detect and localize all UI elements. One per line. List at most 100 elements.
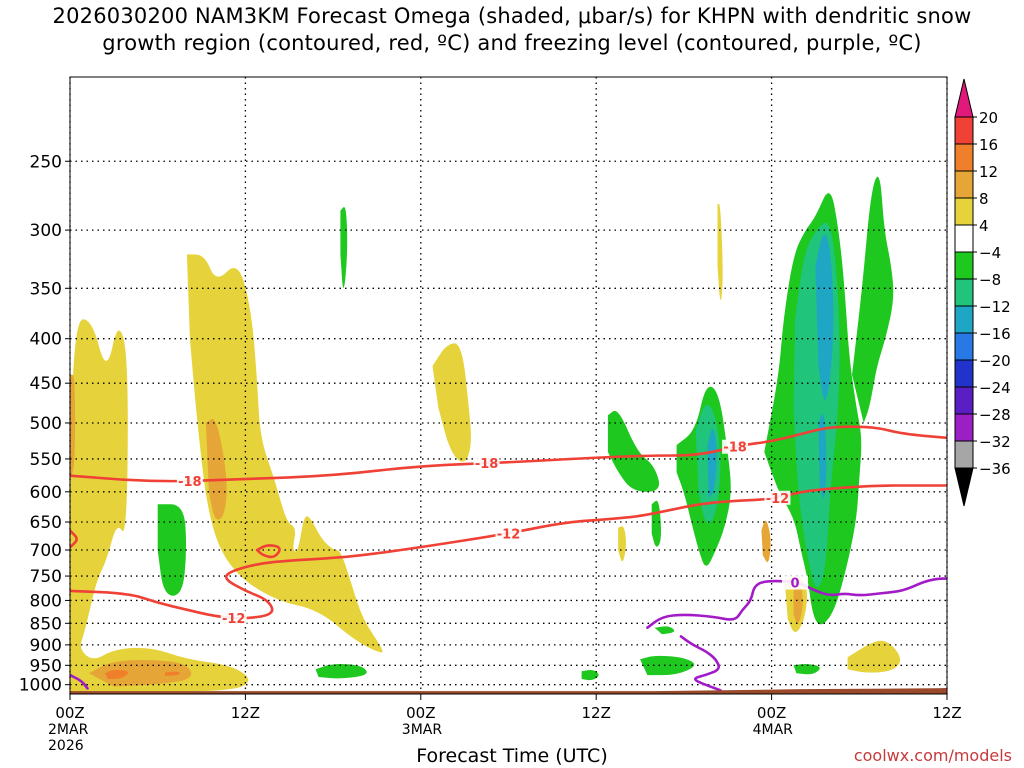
colorbar-label: 4	[979, 217, 989, 235]
colorbar-bottom-arrow	[954, 467, 974, 507]
omega-region	[847, 640, 901, 673]
omega-region	[165, 671, 180, 676]
y-tick-label: 550	[30, 450, 62, 470]
colorbar-bin	[954, 386, 974, 415]
colorbar-label: 20	[979, 109, 998, 127]
colorbar-label: −20	[979, 352, 1011, 370]
contour-label: -12	[766, 492, 790, 507]
x-tick-label: 00Z	[55, 704, 84, 722]
omega-region	[852, 176, 894, 423]
colorbar-bin	[954, 170, 974, 199]
y-tick-label: 250	[30, 152, 62, 172]
colorbar-label: −36	[979, 460, 1011, 478]
y-tick-label: 600	[30, 483, 62, 503]
y-tick-label: 350	[30, 279, 62, 299]
contour-label: -18	[723, 441, 747, 456]
y-tick-label: 900	[30, 636, 62, 656]
colorbar-label: 16	[979, 136, 998, 154]
colorbar-label: −8	[979, 271, 1001, 289]
omega-region	[89, 659, 192, 687]
x-date-label: 2MAR	[48, 722, 89, 738]
colorbar-top-arrow	[954, 78, 974, 118]
omega-region	[793, 584, 803, 624]
contour-label: -18	[178, 475, 202, 490]
terrain-surface	[70, 688, 947, 694]
chart-title-line1: 2026030200 NAM3KM Forecast Omega (shaded…	[52, 4, 972, 28]
y-tick-label: 450	[30, 374, 62, 394]
colorbar-bin	[954, 116, 974, 145]
contour-label-bg	[473, 456, 500, 471]
omega-region	[818, 413, 827, 498]
colorbar-label: −4	[979, 244, 1001, 262]
omega-region	[607, 410, 660, 492]
contour-line	[70, 673, 89, 690]
colorbar-bin	[954, 305, 974, 334]
y-tick-label: 700	[30, 541, 62, 561]
contour-label-bg	[722, 439, 749, 454]
contour-label: -12	[222, 612, 246, 627]
colorbar-label: −28	[979, 406, 1011, 424]
contour-label-bg	[781, 575, 808, 590]
omega-region	[186, 254, 383, 653]
y-tick-label: 650	[30, 513, 62, 533]
colorbar-bin	[954, 332, 974, 361]
credit-text[interactable]: coolwx.com/models	[853, 746, 1012, 765]
omega-region	[70, 374, 76, 479]
omega-colorbar: 20 16 12 8 4 −4 −8 −12 −16 −20 −24 −28 −32 −36	[954, 78, 1011, 507]
y-tick-label: 1000	[19, 676, 62, 696]
colorbar-bin	[954, 251, 974, 280]
colorbar-label: −12	[979, 298, 1011, 316]
contour-label-bg	[495, 526, 522, 541]
omega-region	[340, 206, 348, 288]
y-tick-label: 850	[30, 614, 62, 634]
contour-line	[679, 635, 722, 692]
omega-region	[640, 655, 695, 676]
x-axis-label: Forecast Time (UTC)	[416, 745, 608, 767]
colorbar-bin	[954, 359, 974, 388]
contour-label-bg	[220, 610, 247, 625]
colorbar-label: 12	[979, 163, 998, 181]
x-date-label: 4MAR	[753, 722, 794, 738]
omega-region	[205, 418, 227, 520]
contour-label-bg	[764, 490, 791, 505]
omega-region	[793, 663, 820, 675]
contour-label-bg	[176, 474, 203, 489]
y-tick-label: 300	[30, 221, 62, 241]
y-tick-label: 400	[30, 330, 62, 350]
x-year-label: 2026	[48, 738, 84, 754]
x-date-label: 3MAR	[402, 722, 443, 738]
omega-region	[651, 500, 662, 547]
omega-region	[432, 343, 471, 462]
contour-label: 0	[790, 577, 799, 592]
x-tick-label: 00Z	[406, 704, 435, 722]
omega-shading-layer	[70, 176, 901, 693]
omega-region	[761, 520, 771, 563]
colorbar-label: −16	[979, 325, 1011, 343]
x-tick-label: 00Z	[757, 704, 786, 722]
omega-region	[105, 669, 129, 679]
colorbar-label: −24	[979, 379, 1011, 397]
colorbar-bin	[954, 224, 974, 253]
plot-frame	[69, 76, 948, 695]
x-tick-label: 12Z	[582, 704, 611, 722]
chart-title-line2: growth region (contoured, red, ºC) and f…	[102, 31, 922, 55]
colorbar-bin	[954, 278, 974, 307]
plot-axes: 2503003504004505005506006507007508008509…	[19, 76, 962, 754]
y-tick-label: 950	[30, 656, 62, 676]
y-tick-label: 500	[30, 414, 62, 434]
omega-region	[717, 204, 723, 301]
colorbar-label: 8	[979, 190, 989, 208]
colorbar-label: −32	[979, 433, 1011, 451]
contour-label: -18	[475, 457, 499, 472]
omega-region	[157, 504, 187, 596]
omega-region	[815, 234, 834, 400]
terrain-layer	[70, 688, 947, 694]
x-tick-label: 12Z	[932, 704, 961, 722]
contour-label: -12	[497, 527, 521, 542]
contour-line	[70, 425, 947, 483]
omega-region	[654, 626, 675, 635]
omega-region	[315, 664, 367, 679]
omega-region	[70, 319, 249, 693]
isotherm-contours: -18 -18 -18 -12 -12 -12 0	[70, 425, 947, 692]
